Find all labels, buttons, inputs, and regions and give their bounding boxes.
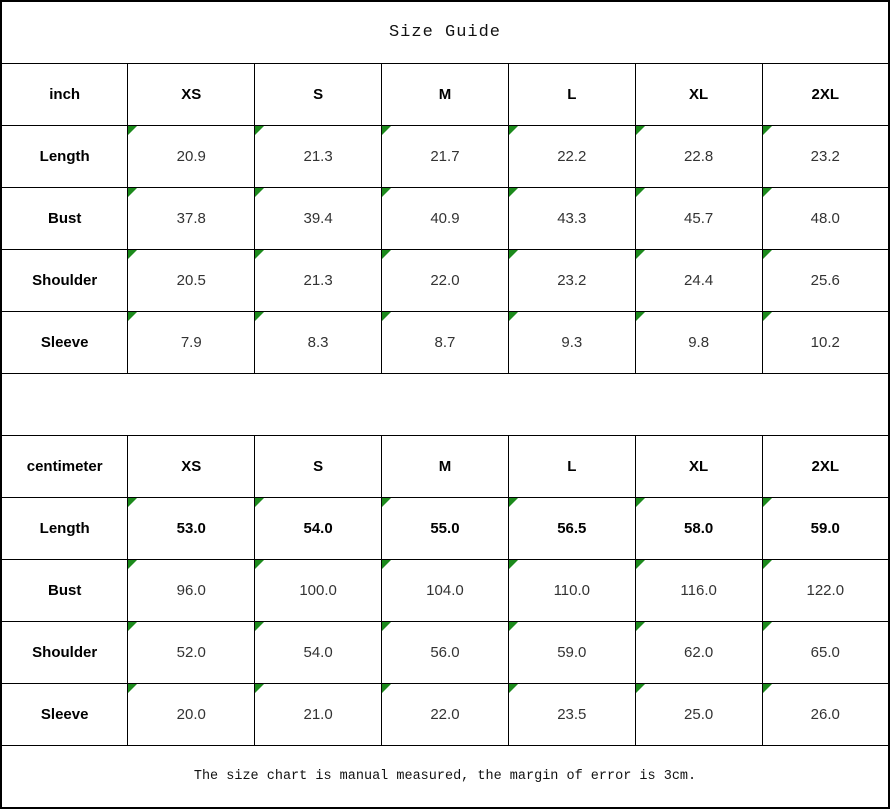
measurement-row: Length 53.0 54.0 55.0 56.5 58.0 59.0 (0, 497, 890, 560)
size-header-cell: L (507, 63, 636, 126)
size-value-cell: 7.9 (127, 311, 256, 374)
size-value-cell: 52.0 (127, 621, 256, 684)
size-value-cell: 45.7 (634, 187, 763, 250)
size-value-cell: 56.0 (381, 621, 509, 684)
size-value-cell: 25.6 (761, 249, 890, 312)
measure-label-cell: Sleeve (0, 311, 129, 374)
size-value-cell: 59.0 (761, 497, 890, 560)
size-header-cell: XS (127, 435, 256, 498)
spacer-row (0, 373, 890, 436)
size-value-cell: 43.3 (507, 187, 636, 250)
size-value-cell: 122.0 (761, 559, 890, 622)
size-value-cell: 22.2 (507, 125, 636, 188)
size-value-cell: 23.2 (507, 249, 636, 312)
size-value-cell: 21.7 (381, 125, 509, 188)
size-value-cell: 22.8 (634, 125, 763, 188)
size-value-cell: 54.0 (254, 621, 383, 684)
size-value-cell: 9.3 (507, 311, 636, 374)
size-value-cell: 21.0 (254, 683, 383, 746)
size-value-cell: 20.9 (127, 125, 256, 188)
size-header-cell: S (254, 435, 383, 498)
measure-label-cell: Bust (0, 187, 129, 250)
size-value-cell: 25.0 (634, 683, 763, 746)
unit-header-cell: centimeter (0, 435, 129, 498)
title-row: Size Guide (0, 0, 890, 64)
size-value-cell: 116.0 (634, 559, 763, 622)
size-value-cell: 48.0 (761, 187, 890, 250)
size-value-cell: 100.0 (254, 559, 383, 622)
measurement-row: Length 20.9 21.3 21.7 22.2 22.8 23.2 (0, 125, 890, 188)
size-value-cell: 65.0 (761, 621, 890, 684)
footer-note: The size chart is manual measured, the m… (0, 745, 890, 809)
footer-row: The size chart is manual measured, the m… (0, 745, 890, 809)
size-value-cell: 23.5 (507, 683, 636, 746)
size-value-cell: 53.0 (127, 497, 256, 560)
measure-label-cell: Sleeve (0, 683, 129, 746)
size-value-cell: 58.0 (634, 497, 763, 560)
size-header-cell: M (381, 435, 509, 498)
measurement-row: Sleeve 20.0 21.0 22.0 23.5 25.0 26.0 (0, 683, 890, 746)
size-header-cell: 2XL (761, 435, 890, 498)
size-value-cell: 20.5 (127, 249, 256, 312)
size-value-cell: 8.7 (381, 311, 509, 374)
measure-label-cell: Length (0, 125, 129, 188)
size-header-cell: 2XL (761, 63, 890, 126)
size-value-cell: 110.0 (507, 559, 636, 622)
size-header-cell: L (507, 435, 636, 498)
measurement-row: Shoulder 52.0 54.0 56.0 59.0 62.0 65.0 (0, 621, 890, 684)
size-value-cell: 21.3 (254, 125, 383, 188)
size-header-cell: S (254, 63, 383, 126)
page-title: Size Guide (0, 0, 890, 64)
size-value-cell: 104.0 (381, 559, 509, 622)
size-header-cell: XL (634, 63, 763, 126)
size-header-cell: M (381, 63, 509, 126)
spacer-cell (0, 373, 890, 436)
size-value-cell: 24.4 (634, 249, 763, 312)
measure-label-cell: Shoulder (0, 621, 129, 684)
size-value-cell: 40.9 (381, 187, 509, 250)
size-value-cell: 62.0 (634, 621, 763, 684)
measurement-row: Sleeve 7.9 8.3 8.7 9.3 9.8 10.2 (0, 311, 890, 374)
measure-label-cell: Bust (0, 559, 129, 622)
measure-label-cell: Length (0, 497, 129, 560)
measurement-row: Bust 96.0 100.0 104.0 110.0 116.0 122.0 (0, 559, 890, 622)
size-header-row: centimeter XS S M L XL 2XL (0, 435, 890, 498)
size-header-cell: XL (634, 435, 763, 498)
measurement-row: Bust 37.8 39.4 40.9 43.3 45.7 48.0 (0, 187, 890, 250)
measure-label-cell: Shoulder (0, 249, 129, 312)
size-value-cell: 20.0 (127, 683, 256, 746)
size-value-cell: 9.8 (634, 311, 763, 374)
size-value-cell: 96.0 (127, 559, 256, 622)
size-value-cell: 56.5 (507, 497, 636, 560)
size-value-cell: 10.2 (761, 311, 890, 374)
size-header-cell: XS (127, 63, 256, 126)
size-value-cell: 23.2 (761, 125, 890, 188)
size-value-cell: 39.4 (254, 187, 383, 250)
size-value-cell: 54.0 (254, 497, 383, 560)
measurement-row: Shoulder 20.5 21.3 22.0 23.2 24.4 25.6 (0, 249, 890, 312)
size-value-cell: 8.3 (254, 311, 383, 374)
size-header-row: inch XS S M L XL 2XL (0, 63, 890, 126)
size-value-cell: 22.0 (381, 249, 509, 312)
size-value-cell: 55.0 (381, 497, 509, 560)
size-value-cell: 26.0 (761, 683, 890, 746)
unit-header-cell: inch (0, 63, 129, 126)
size-value-cell: 59.0 (507, 621, 636, 684)
size-value-cell: 22.0 (381, 683, 509, 746)
size-value-cell: 21.3 (254, 249, 383, 312)
size-value-cell: 37.8 (127, 187, 256, 250)
